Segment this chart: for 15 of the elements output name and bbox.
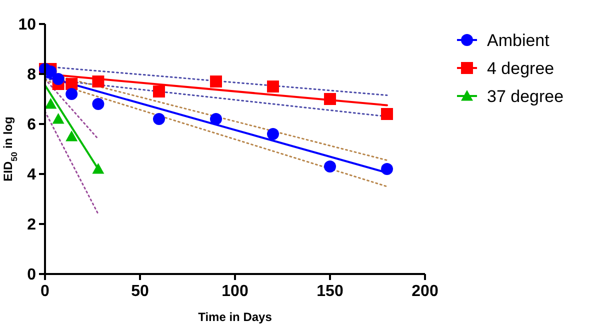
y-tick-label: 2 bbox=[27, 216, 36, 234]
x-tick-label: 150 bbox=[316, 283, 344, 300]
x-tick-label: 100 bbox=[222, 283, 248, 300]
y-tick-label: 10 bbox=[18, 16, 36, 34]
legend-label: Ambient bbox=[487, 30, 550, 50]
x-tick-label: 50 bbox=[131, 283, 149, 300]
legend-label: 37 degree bbox=[487, 86, 564, 106]
y-tick-label: 4 bbox=[27, 166, 36, 184]
legend-label: 4 degree bbox=[487, 58, 554, 78]
y-tick-label: 8 bbox=[27, 66, 36, 84]
x-tick-label: 0 bbox=[40, 283, 50, 300]
y-tick-label: 6 bbox=[27, 116, 36, 134]
y-tick-label: 0 bbox=[27, 266, 36, 284]
x-axis-title: Time in Days bbox=[198, 310, 272, 324]
x-tick-label: 200 bbox=[412, 283, 438, 300]
